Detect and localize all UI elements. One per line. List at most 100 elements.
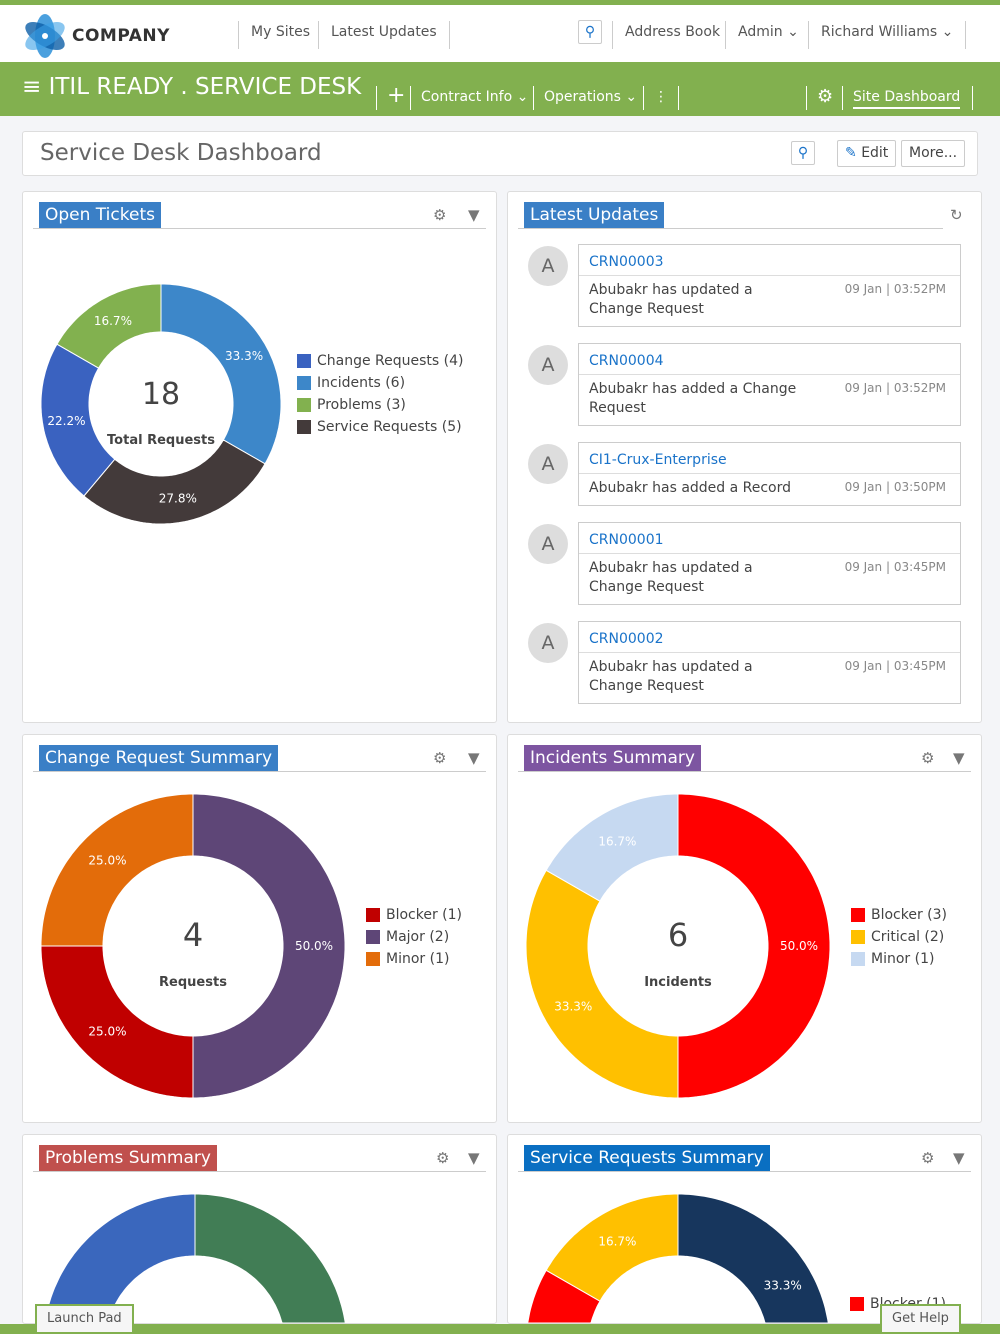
legend-item[interactable]: Service Requests (5) [297, 416, 464, 438]
donut-slice[interactable] [56, 283, 162, 369]
admin-label: Admin [738, 24, 783, 40]
logo-icon [25, 14, 65, 58]
donut-slice[interactable] [40, 793, 194, 947]
refresh-icon[interactable]: ↻ [950, 206, 963, 224]
filter-icon[interactable]: ▼ [468, 749, 480, 767]
legend-item[interactable]: Minor (1) [851, 948, 947, 970]
header: COMPANY My Sites Latest Updates ⚲ Addres… [0, 5, 1000, 62]
center-label: Requests [159, 975, 227, 990]
filter-icon[interactable]: ▼ [468, 206, 480, 224]
contract-info-label: Contract Info [421, 89, 513, 105]
donut-slice[interactable] [83, 439, 266, 525]
legend-swatch [851, 930, 865, 944]
launch-pad-button[interactable]: Launch Pad [35, 1304, 134, 1332]
update-link[interactable]: CI1-Crux-Enterprise [589, 452, 727, 468]
center-value: 18 [142, 377, 180, 412]
center-label: Total Requests [107, 433, 215, 448]
change-summary-panel: Change Request Summary ⚙ ▼ 50.0% 25.0% 25.… [22, 734, 497, 1123]
legend-swatch [851, 952, 865, 966]
nav-address-book[interactable]: Address Book [612, 21, 732, 49]
menu-contract-info[interactable]: Contract Info ⌄ [410, 86, 528, 110]
gear-icon[interactable]: ⚙ [921, 749, 935, 767]
donut-slice[interactable] [545, 1193, 679, 1302]
legend-item[interactable]: Problems (3) [297, 394, 464, 416]
filter-icon[interactable]: ▼ [953, 749, 965, 767]
slice-label: 33.3% [554, 1000, 592, 1014]
legend-label: Blocker (1) [386, 907, 463, 923]
center-label: Incidents [644, 975, 712, 990]
legend-swatch [297, 354, 311, 368]
user-menu[interactable]: Richard Williams ⌄ [808, 21, 967, 49]
incidents-summary-chart: 50.0% 33.3% 16.7% 6 Incidents [525, 793, 831, 1099]
add-button[interactable]: + [376, 85, 413, 110]
site-dashboard-label: Site Dashboard [853, 89, 961, 109]
gear-icon[interactable]: ⚙ [436, 1149, 450, 1167]
avatar: A [528, 623, 568, 663]
divider [33, 771, 486, 772]
edit-label: Edit [861, 145, 889, 161]
legend-item[interactable]: Major (2) [366, 926, 462, 948]
divider [579, 473, 960, 474]
donut-slice[interactable] [677, 1193, 830, 1323]
open-tickets-legend: Change Requests (4) Incidents (6) Problems… [297, 350, 464, 438]
slice-label: 16.7% [598, 1234, 636, 1248]
update-item: CI1-Crux-Enterprise Abubakr has added a … [578, 442, 961, 506]
page-search-button[interactable]: ⚲ [791, 141, 815, 165]
legend-item[interactable]: Blocker (1) [366, 904, 462, 926]
menu-operations[interactable]: Operations ⌄ [533, 86, 637, 110]
legend-item[interactable]: Critical (2) [851, 926, 947, 948]
donut-slice[interactable] [194, 1193, 347, 1323]
legend-item[interactable]: Incidents (6) [297, 372, 464, 394]
nav-admin[interactable]: Admin ⌄ [725, 21, 811, 49]
nav-my-sites[interactable]: My Sites [238, 21, 322, 49]
legend-label: Incidents (6) [317, 375, 406, 391]
gear-icon[interactable]: ⚙ [433, 749, 447, 767]
donut-slice[interactable] [43, 1193, 196, 1323]
chevron-down-icon: ⌄ [941, 24, 954, 40]
nav-latest-updates[interactable]: Latest Updates [318, 21, 450, 49]
site-dashboard-link[interactable]: Site Dashboard [842, 86, 974, 110]
donut-slice[interactable] [545, 793, 679, 902]
legend-label: Minor (1) [871, 951, 935, 967]
operations-label: Operations [544, 89, 621, 105]
filter-icon[interactable]: ▼ [468, 1149, 480, 1167]
divider [579, 652, 960, 653]
legend-item[interactable]: Blocker (3) [851, 904, 947, 926]
get-help-button[interactable]: Get Help [880, 1304, 961, 1332]
incidents-summary-legend: Blocker (3) Critical (2) Minor (1) [851, 904, 947, 970]
filter-icon[interactable]: ▼ [953, 1149, 965, 1167]
app-title[interactable]: ≡ ITIL READY . SERVICE DESK [22, 74, 361, 100]
company-logo[interactable]: COMPANY [22, 13, 170, 59]
app-title-text: ITIL READY . SERVICE DESK [48, 74, 362, 100]
update-link[interactable]: CRN00002 [589, 631, 664, 647]
slice-label: 16.7% [94, 314, 132, 328]
change-summary-chart: 50.0% 25.0% 25.0% 4 Requests [40, 793, 346, 1099]
more-options-button[interactable]: ⋮ [643, 86, 679, 110]
divider [579, 553, 960, 554]
edit-button[interactable]: ✎ Edit [837, 140, 897, 167]
divider [518, 1171, 971, 1172]
update-link[interactable]: CRN00001 [589, 532, 664, 548]
search-icon: ⚲ [584, 24, 596, 40]
logo-text: COMPANY [72, 26, 170, 46]
panel-title: Service Requests Summary [524, 1145, 770, 1171]
gear-icon[interactable]: ⚙ [433, 206, 447, 224]
slice-label: 16.7% [598, 834, 636, 848]
gear-icon: ⚙ [817, 86, 834, 107]
settings-button[interactable]: ⚙ [806, 86, 833, 110]
legend-label: Minor (1) [386, 951, 450, 967]
update-link[interactable]: CRN00004 [589, 353, 664, 369]
search-button[interactable]: ⚲ [578, 20, 602, 44]
donut-slice[interactable] [40, 945, 194, 1099]
slice-label: 33.3% [225, 349, 263, 363]
legend-item[interactable]: Change Requests (4) [297, 350, 464, 372]
update-message: Abubakr has updated a Change Request [589, 560, 753, 595]
slice-label: 50.0% [780, 939, 818, 953]
legend-item[interactable]: Minor (1) [366, 948, 462, 970]
legend-swatch [297, 376, 311, 390]
slice-label: 27.8% [159, 492, 197, 506]
incidents-summary-panel: Incidents Summary ⚙ ▼ 50.0% 33.3% 16.7% 6 In… [507, 734, 982, 1123]
gear-icon[interactable]: ⚙ [921, 1149, 935, 1167]
more-button[interactable]: More... [901, 140, 966, 167]
update-link[interactable]: CRN00003 [589, 254, 664, 270]
